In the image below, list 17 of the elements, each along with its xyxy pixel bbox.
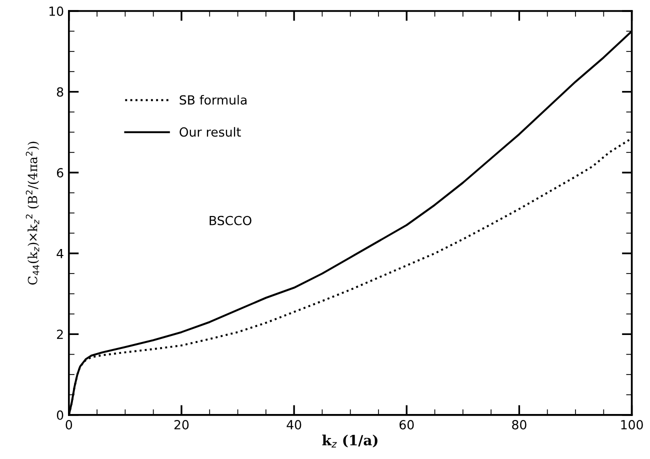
y-tick-label: 10 bbox=[50, 6, 64, 16]
legend-label: SB formula bbox=[180, 94, 246, 105]
x-tick-label: 0 bbox=[66, 420, 72, 430]
x-tick-label: 40 bbox=[286, 420, 302, 430]
y-tick-label: 4 bbox=[56, 249, 64, 258]
y-tick-label: 8 bbox=[56, 87, 64, 97]
y-tick-label: 2 bbox=[57, 330, 63, 339]
y-tick-label: 6 bbox=[56, 168, 64, 178]
x-axis-title: k$_{z}$ (1/a) bbox=[322, 434, 378, 448]
legend-label: Our result bbox=[180, 127, 241, 137]
annotation: BSCCO bbox=[210, 216, 252, 226]
text: C$_{44}$(k$_{z}$)×k$_{z}$$^{2}$ (B$^{2}$/(4πa$^{2}$)) bbox=[26, 142, 40, 285]
x-tick-label: 20 bbox=[174, 420, 189, 430]
x-tick-label: 60 bbox=[400, 420, 414, 430]
x-tick-label: 80 bbox=[512, 420, 526, 430]
x-tick-label: 100 bbox=[621, 420, 643, 430]
y-tick-label: 0 bbox=[56, 410, 64, 420]
